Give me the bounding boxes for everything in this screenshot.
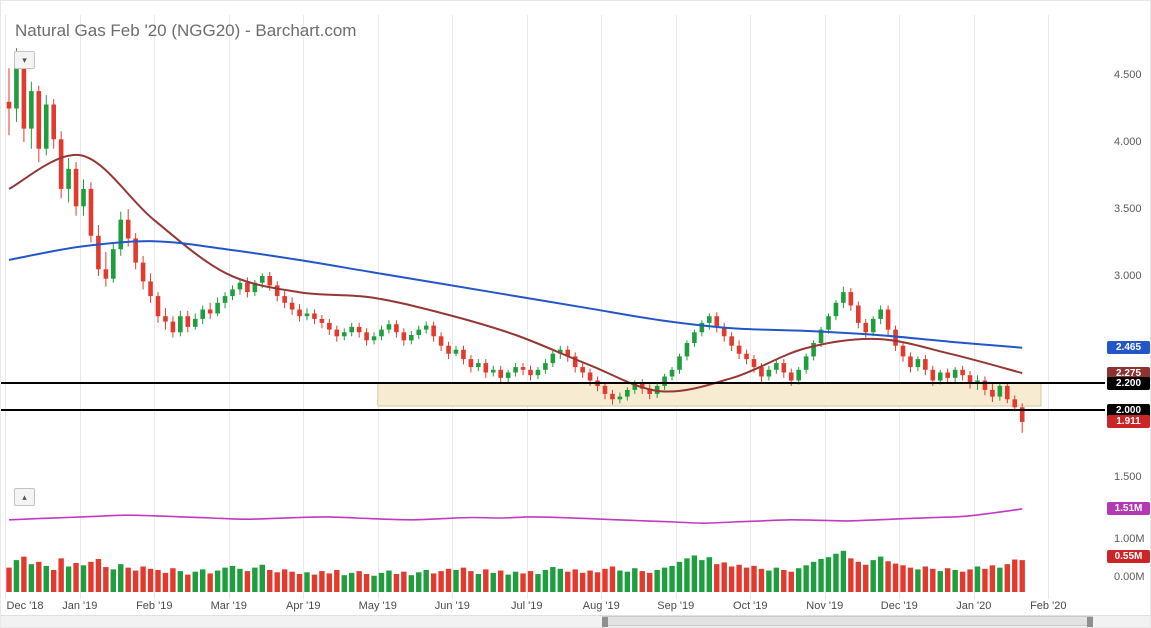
support-lines bbox=[1, 382, 1105, 411]
badge-volume: 0.55M bbox=[1107, 549, 1150, 563]
symbol-dropdown-button[interactable]: ▾ bbox=[14, 51, 35, 69]
volume-pane-collapse-button[interactable]: ▴ bbox=[14, 488, 35, 506]
time-axis-label: Mar '19 bbox=[210, 600, 247, 612]
scrollbar-left-handle[interactable] bbox=[601, 617, 608, 627]
chevron-down-icon: ▾ bbox=[22, 55, 27, 65]
volume-axis-label: 1.00M bbox=[1114, 533, 1145, 545]
price-axis-label: 3.000 bbox=[1114, 270, 1142, 282]
chevron-up-icon: ▴ bbox=[22, 492, 27, 502]
chart-title: Natural Gas Feb '20 (NGG20) - Barchart.c… bbox=[15, 21, 357, 40]
candles bbox=[6, 48, 1025, 433]
time-axis-label: Jan '19 bbox=[62, 600, 98, 612]
badge-ma-fast: 2.275 bbox=[1107, 366, 1150, 380]
badge-support-upper: 2.200 bbox=[1107, 376, 1150, 390]
time-axis-label: Jul '19 bbox=[511, 600, 543, 612]
badge-ma-slow: 2.465 bbox=[1107, 341, 1150, 355]
volume-bars bbox=[6, 550, 1025, 592]
support-zone bbox=[377, 382, 1042, 407]
ma-slow-line bbox=[8, 240, 1023, 349]
price-axis-label: 3.500 bbox=[1114, 203, 1142, 215]
scrollbar-right-handle[interactable] bbox=[1087, 617, 1094, 627]
badge-last-price: 1.911 bbox=[1107, 415, 1150, 429]
time-axis-label: Dec '18 bbox=[6, 600, 44, 612]
time-axis-label: Jan '20 bbox=[956, 600, 992, 612]
price-axis-label: 4.000 bbox=[1114, 136, 1142, 148]
time-axis-label: Nov '19 bbox=[806, 600, 844, 612]
badge-open-interest: 1.51M bbox=[1107, 502, 1150, 516]
scrollbar-thumb[interactable] bbox=[601, 616, 1094, 627]
time-axis-label: Jun '19 bbox=[434, 600, 470, 612]
time-axis-label: Oct '19 bbox=[733, 600, 768, 612]
time-axis-label: Dec '19 bbox=[880, 600, 918, 612]
ma-fast-line bbox=[8, 153, 1023, 393]
chart-scrollbar[interactable] bbox=[1, 615, 1150, 627]
open-interest-line bbox=[8, 508, 1023, 525]
time-axis-label: Apr '19 bbox=[286, 600, 321, 612]
time-axis-label: Aug '19 bbox=[582, 600, 620, 612]
time-axis-label: Feb '20 bbox=[1030, 600, 1067, 612]
price-axis-label: 1.500 bbox=[1114, 471, 1142, 483]
time-axis-label: Sep '19 bbox=[657, 600, 695, 612]
gridlines bbox=[5, 15, 1049, 599]
time-axis-label: Feb '19 bbox=[136, 600, 173, 612]
time-axis-label: May '19 bbox=[358, 600, 397, 612]
volume-axis-label: 0.00M bbox=[1114, 571, 1145, 583]
badge-support-lower: 2.000 bbox=[1107, 403, 1150, 417]
price-axis-label: 4.500 bbox=[1114, 69, 1142, 81]
